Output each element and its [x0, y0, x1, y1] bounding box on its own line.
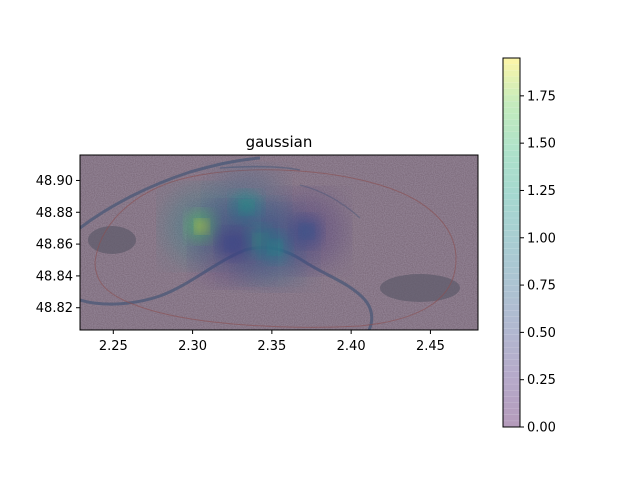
- colorbar-band: [503, 94, 520, 102]
- colorbar-tick-label: 1.50: [527, 137, 556, 152]
- colorbar-band: [503, 131, 520, 138]
- colorbar-band: [503, 273, 520, 280]
- colorbar-band: [503, 101, 520, 108]
- colorbar-band: [503, 217, 520, 225]
- colorbar-band: [503, 353, 520, 360]
- colorbar-band: [503, 64, 520, 71]
- x-tick-label: 2.30: [178, 339, 207, 354]
- colorbar-band: [503, 150, 520, 157]
- colorbar-band: [503, 365, 520, 372]
- x-tick-label: 2.40: [337, 339, 366, 354]
- colorbar-band: [503, 76, 520, 83]
- colorbar-band: [503, 377, 520, 384]
- colorbar-band: [503, 254, 520, 261]
- density-overlay: [164, 169, 345, 286]
- canal: [299, 184, 361, 219]
- y-tick-label: 48.88: [36, 206, 73, 221]
- colorbar-tick-label: 1.00: [527, 231, 556, 246]
- colorbar-tick-label: 0.00: [527, 421, 556, 436]
- colorbar-tick-label: 0.50: [527, 326, 556, 341]
- colorbar-band: [503, 285, 520, 292]
- colorbar-band: [503, 70, 520, 77]
- colorbar-band: [503, 113, 520, 120]
- colorbar-band: [503, 58, 520, 65]
- colorbar-band: [503, 119, 520, 126]
- x-axis: 2.25 2.30 2.35 2.40 2.45: [99, 330, 445, 354]
- y-tick-label: 48.82: [36, 301, 73, 316]
- colorbar-band: [503, 199, 520, 206]
- colorbar-band: [503, 267, 520, 274]
- colorbar-band: [503, 414, 520, 421]
- colorbar-band: [503, 291, 520, 298]
- colorbar-band: [503, 125, 520, 132]
- colorbar-band: [503, 279, 520, 286]
- colorbar-frame: [502, 57, 521, 428]
- colorbar-bands: [503, 57, 520, 427]
- colorbar-band: [503, 340, 520, 348]
- colorbar-band: [503, 316, 520, 323]
- colorbar-band: [503, 242, 520, 249]
- colorbar-band: [503, 137, 520, 145]
- colorbar-band: [503, 205, 520, 212]
- x-tick-label: 2.45: [416, 339, 445, 354]
- colorbar-band: [503, 322, 520, 329]
- colorbar-ticks: 0.00 0.25 0.50 0.75 1.00 1.25 1.50 1.75: [520, 89, 556, 436]
- colorbar-band: [503, 390, 520, 397]
- colorbar-band: [503, 236, 520, 243]
- colorbar-band: [503, 211, 520, 218]
- y-tick-label: 48.84: [36, 269, 73, 284]
- road-ring: [94, 169, 457, 328]
- density-peak: [299, 224, 314, 239]
- colorbar-band: [503, 224, 520, 231]
- axes-frame: [79, 154, 479, 331]
- colorbar-band: [503, 297, 520, 304]
- colorbar-band: [503, 248, 520, 255]
- colorbar-band: [503, 420, 520, 427]
- y-tick-label: 48.90: [36, 174, 73, 189]
- x-tick-label: 2.35: [257, 339, 286, 354]
- colorbar-band: [503, 402, 520, 409]
- colorbar-tick-label: 0.75: [527, 279, 556, 294]
- river-branch: [219, 165, 301, 171]
- colorbar-tick-label: 0.25: [527, 373, 556, 388]
- park-bois-de-boulogne: [88, 226, 136, 254]
- x-tick-label: 2.25: [99, 339, 128, 354]
- colorbar-band: [503, 359, 520, 366]
- colorbar-band: [503, 334, 520, 341]
- colorbar-band: [503, 260, 520, 268]
- colorbar-band: [503, 347, 520, 354]
- colorbar-band: [503, 408, 520, 415]
- density-peak: [225, 237, 240, 252]
- colorbar-band: [503, 193, 520, 200]
- y-tick-label: 48.86: [36, 238, 73, 253]
- colorbar-band: [503, 144, 520, 151]
- y-axis: 48.82 48.84 48.86 48.88 48.90: [36, 174, 80, 316]
- colorbar-band: [503, 162, 520, 169]
- map-axes: [80, 155, 478, 330]
- colorbar: 0.00 0.25 0.50 0.75 1.00 1.25 1.50 1.75: [502, 57, 556, 436]
- colorbar-band: [503, 82, 520, 89]
- park-bois-de-vincennes: [380, 274, 460, 302]
- colorbar-band: [503, 371, 520, 378]
- colorbar-band: [503, 88, 520, 95]
- colorbar-band: [503, 187, 520, 194]
- colorbar-band: [503, 181, 520, 188]
- colorbar-band: [503, 156, 520, 163]
- colorbar-band: [503, 396, 520, 403]
- colorbar-tick-label: 1.75: [527, 89, 556, 104]
- colorbar-band: [503, 383, 520, 391]
- colorbar-band: [503, 230, 520, 237]
- colorbar-band: [503, 304, 520, 311]
- colorbar-band: [503, 174, 520, 181]
- colorbar-band: [503, 328, 520, 335]
- colorbar-band: [503, 168, 520, 175]
- colorbar-band: [503, 310, 520, 317]
- colorbar-band: [503, 107, 520, 114]
- chart-title: gaussian: [246, 133, 313, 151]
- colorbar-tick-label: 1.25: [527, 184, 556, 199]
